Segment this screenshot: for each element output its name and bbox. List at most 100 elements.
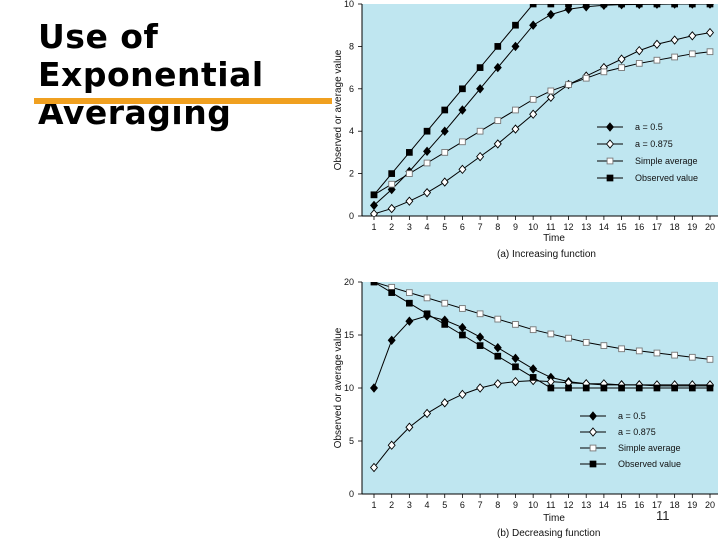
x-tick-label: 13 bbox=[581, 222, 591, 232]
data-point bbox=[706, 356, 714, 363]
data-point bbox=[618, 345, 625, 353]
legend-label: a = 0.875 bbox=[618, 427, 656, 437]
legend-label: Observed value bbox=[635, 173, 698, 183]
data-point bbox=[582, 384, 590, 392]
y-tick-label: 0 bbox=[349, 489, 354, 499]
y-axis-label: Observed or average value bbox=[333, 327, 344, 448]
legend-marker bbox=[589, 444, 597, 452]
legend-label: a = 0.5 bbox=[635, 122, 663, 132]
x-tick-label: 4 bbox=[425, 500, 430, 510]
data-point bbox=[653, 384, 661, 392]
y-tick-label: 15 bbox=[344, 330, 354, 340]
x-tick-label: 1 bbox=[371, 222, 376, 232]
data-point bbox=[635, 347, 643, 355]
x-tick-label: 14 bbox=[599, 500, 609, 510]
legend-marker bbox=[606, 174, 614, 182]
data-point bbox=[406, 170, 413, 177]
data-point bbox=[458, 164, 467, 175]
series-observed-value bbox=[370, 282, 714, 392]
legend-item: Simple average bbox=[597, 156, 698, 166]
data-point bbox=[635, 384, 643, 392]
data-point bbox=[441, 321, 449, 328]
data-point bbox=[493, 379, 502, 389]
x-tick-label: 3 bbox=[407, 500, 412, 510]
data-point bbox=[635, 4, 643, 8]
legend-item: Observed value bbox=[597, 173, 698, 183]
x-tick-label: 16 bbox=[634, 222, 644, 232]
y-tick-label: 2 bbox=[349, 169, 354, 179]
data-point bbox=[529, 374, 537, 381]
x-tick-label: 17 bbox=[652, 500, 662, 510]
data-point bbox=[511, 376, 520, 387]
data-point bbox=[653, 4, 661, 8]
legend-marker bbox=[606, 157, 614, 165]
page-number: 11 bbox=[656, 508, 670, 523]
y-axis-label: Observed or average value bbox=[333, 49, 344, 170]
x-tick-label: 2 bbox=[389, 500, 394, 510]
data-point bbox=[511, 353, 520, 364]
data-point bbox=[529, 96, 537, 103]
data-point bbox=[688, 50, 696, 58]
data-point bbox=[547, 87, 555, 95]
data-point bbox=[670, 35, 679, 45]
data-point bbox=[476, 127, 484, 135]
data-point bbox=[652, 39, 661, 49]
legend-item: a = 0.5 bbox=[597, 122, 663, 132]
series-line bbox=[373, 4, 710, 196]
data-point bbox=[618, 64, 625, 71]
data-point bbox=[565, 334, 572, 342]
data-point bbox=[476, 332, 485, 342]
data-point bbox=[493, 343, 502, 353]
x-tick-label: 19 bbox=[687, 500, 697, 510]
series-observed-value bbox=[370, 4, 714, 199]
legend: a = 0.5 a = 0.875 Simple average Observed v… bbox=[580, 411, 681, 469]
x-tick-label: 3 bbox=[407, 222, 412, 232]
title-line: Use of bbox=[38, 17, 159, 56]
y-tick-label: 0 bbox=[349, 211, 354, 221]
x-tick-label: 16 bbox=[634, 500, 644, 510]
data-point bbox=[423, 187, 432, 198]
data-point bbox=[423, 159, 431, 167]
x-tick-label: 20 bbox=[705, 500, 715, 510]
chart-caption: (a) Increasing function bbox=[497, 249, 596, 260]
legend-marker bbox=[589, 411, 597, 421]
data-point bbox=[529, 4, 537, 8]
data-point bbox=[671, 4, 678, 8]
x-tick-label: 12 bbox=[564, 500, 574, 510]
x-tick-label: 19 bbox=[687, 222, 697, 232]
data-point bbox=[529, 326, 537, 334]
y-tick-label: 10 bbox=[344, 383, 354, 393]
x-tick-label: 10 bbox=[528, 222, 538, 232]
data-point bbox=[706, 27, 714, 38]
data-point bbox=[370, 383, 378, 393]
x-axis-label: Time bbox=[543, 233, 565, 244]
legend-item: a = 0.875 bbox=[597, 139, 673, 149]
data-point bbox=[387, 440, 396, 450]
data-point bbox=[494, 352, 502, 360]
data-point bbox=[459, 138, 466, 146]
data-point bbox=[476, 64, 484, 71]
legend-label: Simple average bbox=[618, 443, 681, 453]
data-point bbox=[529, 109, 538, 119]
x-tick-label: 11 bbox=[546, 500, 555, 510]
x-tick-label: 7 bbox=[478, 222, 483, 232]
data-point bbox=[458, 389, 467, 400]
data-point bbox=[406, 299, 413, 307]
data-point bbox=[688, 4, 696, 8]
data-point bbox=[405, 316, 414, 326]
data-point bbox=[600, 384, 608, 392]
data-point bbox=[617, 54, 626, 64]
plot-series bbox=[370, 282, 714, 473]
data-point bbox=[405, 422, 414, 432]
data-point bbox=[493, 139, 502, 149]
data-point bbox=[494, 117, 502, 124]
data-point bbox=[388, 289, 396, 296]
data-point bbox=[600, 342, 608, 349]
x-tick-label: 5 bbox=[442, 222, 447, 232]
data-point bbox=[370, 191, 378, 199]
data-point bbox=[476, 84, 485, 94]
x-tick-label: 5 bbox=[442, 500, 447, 510]
data-point bbox=[387, 335, 396, 345]
